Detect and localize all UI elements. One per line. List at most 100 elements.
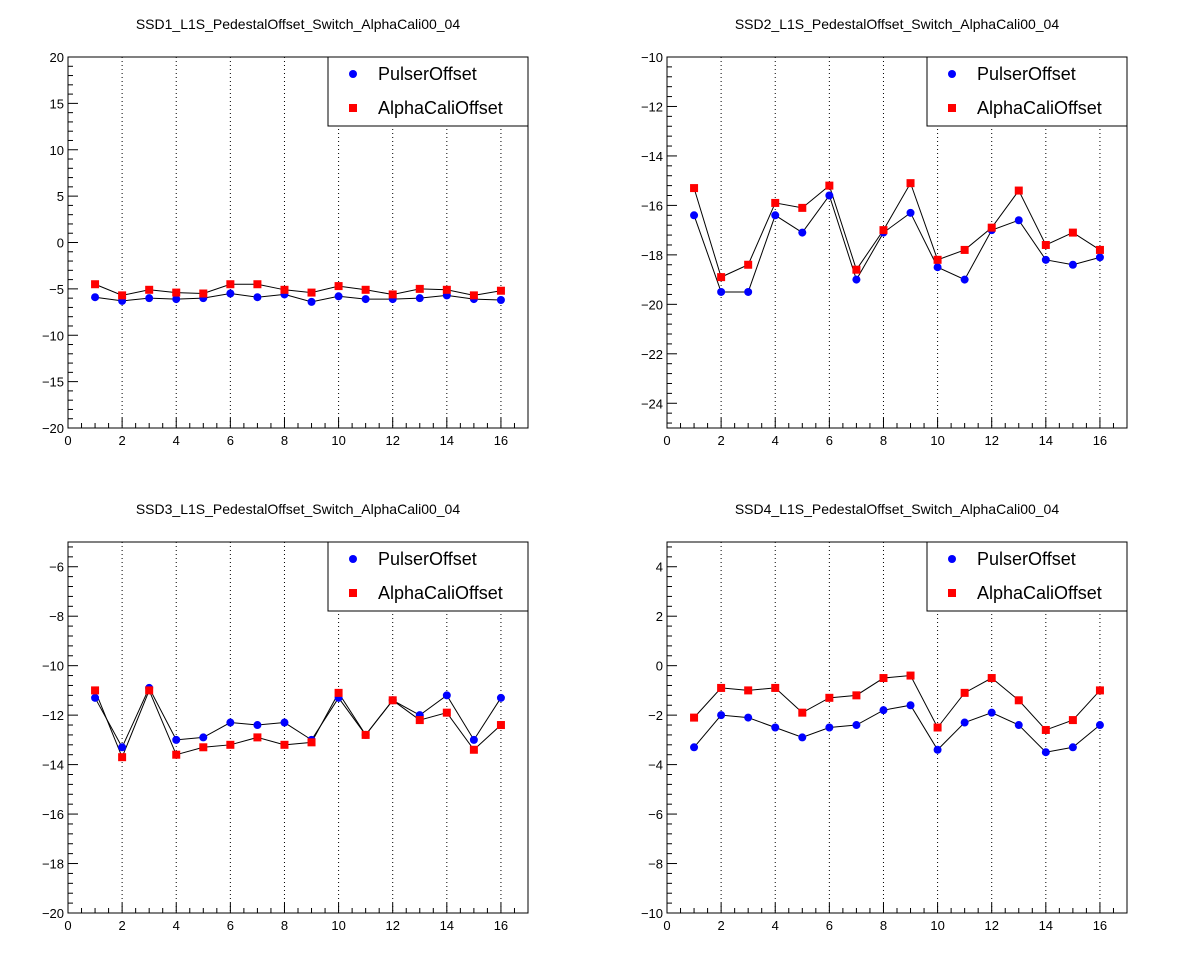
legend-box (926, 56, 1128, 127)
legend-marker-circle (948, 555, 956, 563)
chart-panel-1: SSD1_L1S_PedestalOffset_Switch_AlphaCali… (42, 16, 529, 448)
data-point-pulser (717, 287, 726, 296)
x-tick-label: 0 (64, 433, 71, 448)
data-point-alpha (960, 688, 969, 697)
series-line-alpha (693, 675, 1101, 731)
data-point-alpha (118, 291, 127, 300)
data-point-alpha (825, 693, 834, 702)
data-point-alpha (1014, 186, 1023, 195)
legend-box (327, 56, 529, 127)
y-tick-label: 4 (656, 560, 663, 575)
data-point-pulser (199, 733, 208, 742)
x-tick-label: 2 (119, 433, 126, 448)
data-point-alpha (280, 285, 289, 294)
chart-panel-2: SSD2_L1S_PedestalOffset_Switch_AlphaCali… (641, 16, 1128, 448)
data-point-pulser (415, 294, 424, 303)
y-tick-label: −5 (49, 282, 64, 297)
data-point-pulser (852, 721, 861, 730)
y-tick-label: 5 (57, 189, 64, 204)
data-point-alpha (307, 288, 316, 297)
series-line-alpha (94, 283, 502, 296)
data-point-alpha (879, 226, 888, 235)
data-point-pulser (906, 701, 915, 710)
y-tick-label: 20 (50, 50, 64, 65)
legend-label: AlphaCaliOffset (977, 98, 1102, 118)
x-tick-label: 4 (173, 918, 180, 933)
data-point-pulser (1095, 721, 1104, 730)
x-tick-label: 12 (385, 918, 399, 933)
data-point-alpha (469, 291, 478, 300)
data-point-pulser (933, 263, 942, 272)
chart-title: SSD2_L1S_PedestalOffset_Switch_AlphaCali… (735, 16, 1060, 32)
data-point-pulser (118, 743, 127, 752)
data-point-alpha (334, 282, 343, 291)
data-point-alpha (415, 716, 424, 725)
data-point-alpha (1095, 245, 1104, 254)
y-tick-label: −20 (641, 297, 663, 312)
data-point-alpha (172, 288, 181, 297)
data-point-alpha (388, 696, 397, 705)
data-point-alpha (118, 753, 127, 762)
y-tick-label: −20 (42, 906, 64, 921)
data-point-alpha (91, 280, 100, 289)
x-tick-label: 0 (663, 433, 670, 448)
x-tick-label: 14 (1039, 433, 1053, 448)
data-point-alpha (1041, 725, 1050, 734)
legend-label: PulserOffset (378, 64, 477, 84)
y-tick-label: −10 (641, 906, 663, 921)
x-tick-label: 16 (1093, 433, 1107, 448)
x-tick-label: 12 (984, 918, 998, 933)
data-point-alpha (145, 686, 154, 695)
data-point-alpha (199, 289, 208, 298)
x-tick-label: 2 (718, 918, 725, 933)
x-tick-label: 6 (826, 918, 833, 933)
y-tick-label: −6 (648, 807, 663, 822)
legend-marker-square (349, 589, 357, 597)
data-point-alpha (987, 223, 996, 232)
legend-box (327, 541, 529, 612)
y-tick-label: −4 (648, 758, 663, 773)
data-point-alpha (361, 730, 370, 739)
data-point-alpha (798, 203, 807, 212)
data-point-alpha (933, 255, 942, 264)
y-tick-label: 0 (656, 659, 663, 674)
data-point-pulser (253, 293, 262, 302)
data-point-alpha (1014, 696, 1023, 705)
x-tick-label: 8 (880, 918, 887, 933)
data-point-alpha (906, 179, 915, 188)
legend-marker-circle (948, 70, 956, 78)
data-point-pulser (496, 693, 505, 702)
data-point-pulser (226, 718, 235, 727)
data-point-alpha (442, 285, 451, 294)
data-point-pulser (852, 275, 861, 284)
data-point-alpha (852, 691, 861, 700)
y-tick-label: −14 (42, 758, 64, 773)
legend-marker-square (349, 104, 357, 112)
data-point-pulser (91, 693, 100, 702)
y-tick-label: −8 (648, 857, 663, 872)
series-line-alpha (693, 181, 1101, 278)
y-tick-label: −6 (49, 560, 64, 575)
x-tick-label: 8 (281, 433, 288, 448)
data-point-pulser (906, 208, 915, 217)
x-tick-label: 12 (385, 433, 399, 448)
data-point-pulser (798, 228, 807, 237)
data-point-pulser (960, 275, 969, 284)
x-tick-label: 10 (930, 433, 944, 448)
x-tick-label: 10 (331, 918, 345, 933)
data-point-alpha (145, 285, 154, 294)
legend-marker-square (948, 104, 956, 112)
x-tick-label: 4 (173, 433, 180, 448)
y-tick-label: −2 (648, 708, 663, 723)
legend: PulserOffset AlphaCaliOffset (926, 541, 1128, 612)
x-tick-label: 8 (281, 918, 288, 933)
y-tick-label: −12 (42, 708, 64, 723)
data-point-pulser (825, 723, 834, 732)
x-tick-label: 2 (718, 433, 725, 448)
x-tick-label: 4 (772, 433, 779, 448)
data-point-pulser (226, 289, 235, 298)
legend-box (926, 541, 1128, 612)
data-point-alpha (771, 683, 780, 692)
y-tick-label: −10 (641, 50, 663, 65)
